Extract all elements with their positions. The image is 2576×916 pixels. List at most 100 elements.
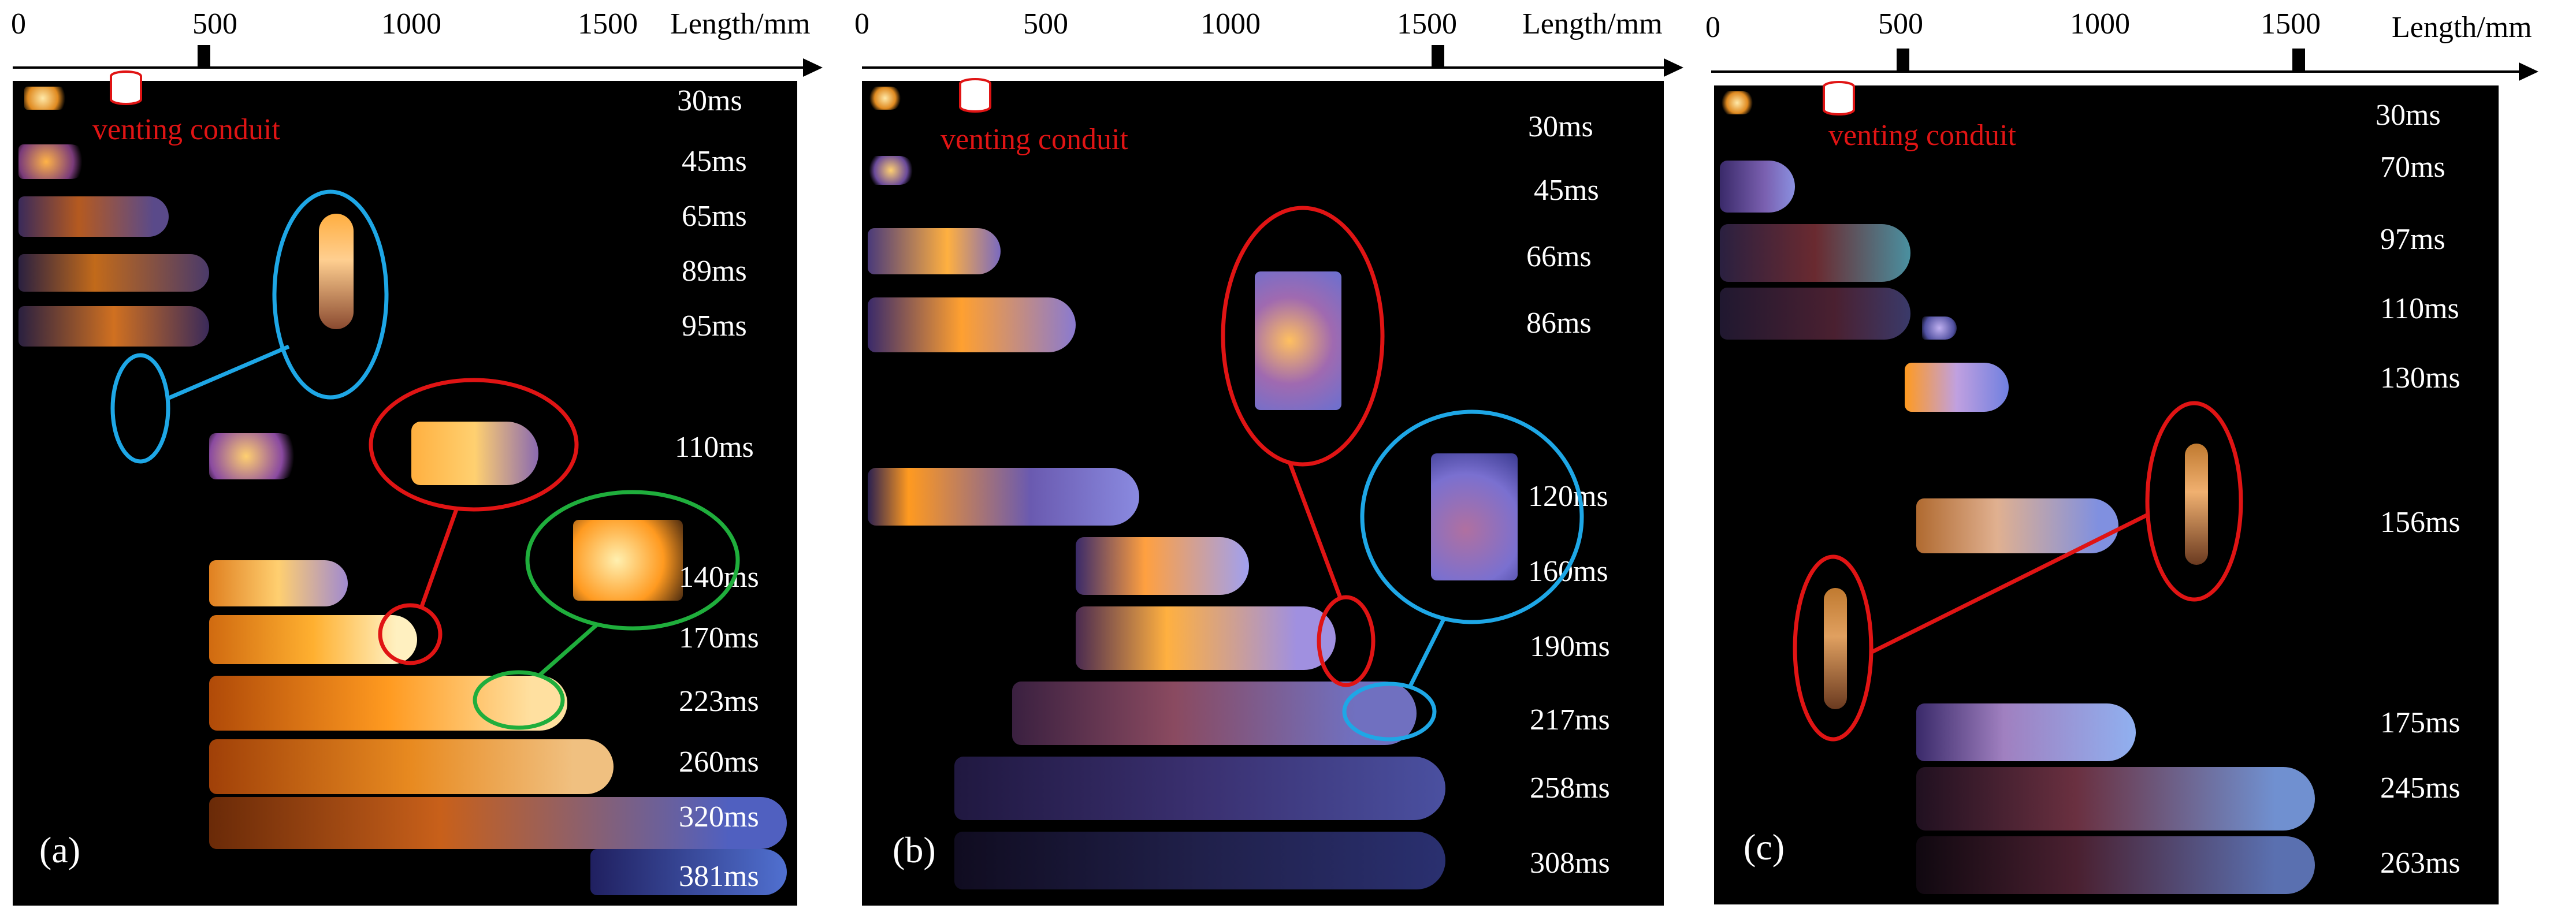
tick-500-c: 500 — [1878, 8, 1923, 40]
axis-title-a: Length/mm — [670, 8, 811, 40]
flame-a-1 — [24, 87, 70, 110]
tick-500-b: 500 — [1023, 8, 1068, 40]
axis-arrow-c — [2519, 62, 2538, 81]
flame-c-6 — [1905, 363, 2009, 412]
highlight-ellipse-c-right — [2145, 401, 2243, 602]
connector-b-blue — [1407, 617, 1447, 688]
time-c-1: 70ms — [2380, 151, 2445, 184]
flame-c-1 — [1720, 91, 1754, 114]
flame-a-3 — [18, 196, 169, 237]
time-a-9: 260ms — [679, 746, 759, 779]
time-b-4: 120ms — [1528, 480, 1608, 513]
flame-c-4 — [1720, 288, 1910, 340]
time-b-0: 30ms — [1528, 110, 1593, 143]
marker-c-2 — [2292, 49, 2305, 72]
highlight-ellipse-a-red-small — [378, 603, 443, 665]
zoom-a-green — [573, 520, 683, 601]
time-c-3: 110ms — [2380, 292, 2459, 325]
venting-conduit-label-a: venting conduit — [92, 113, 280, 146]
panel-label-a: (a) — [39, 829, 81, 870]
length-axis-c — [1711, 70, 2520, 73]
tick-1000-a: 1000 — [381, 8, 441, 40]
highlight-ellipse-c-left — [1793, 554, 1874, 742]
time-b-6: 190ms — [1530, 630, 1610, 663]
time-a-2: 65ms — [682, 200, 747, 233]
flame-b-3 — [868, 228, 1001, 274]
time-c-5: 156ms — [2380, 506, 2460, 539]
time-a-10: 320ms — [679, 800, 759, 833]
highlight-ellipse-b-blue-small — [1342, 682, 1437, 742]
tick-0-a: 0 — [11, 8, 26, 40]
flame-c-2 — [1720, 161, 1795, 213]
time-c-7: 245ms — [2380, 772, 2460, 805]
venting-conduit-label-b: venting conduit — [941, 123, 1128, 156]
flame-c-3 — [1720, 224, 1910, 282]
flame-a-11 — [209, 797, 787, 849]
highlight-ellipse-b-blue-large — [1360, 409, 1584, 624]
time-a-3: 89ms — [682, 255, 747, 288]
time-b-9: 308ms — [1530, 847, 1610, 880]
flame-b-5 — [868, 468, 1139, 526]
time-b-8: 258ms — [1530, 772, 1610, 805]
flame-c-8 — [1916, 703, 2136, 761]
connector-a-blue — [166, 344, 290, 401]
flame-a-5 — [18, 306, 209, 347]
panel-label-c: (c) — [1744, 826, 1785, 867]
tick-0-b: 0 — [854, 8, 869, 40]
axis-title-c: Length/mm — [2392, 11, 2532, 44]
highlight-ellipse-a-red-large — [369, 378, 579, 512]
venting-conduit-icon-c — [1823, 81, 1855, 116]
flame-a-2 — [18, 144, 88, 179]
zoom-c-right — [2185, 444, 2208, 565]
time-b-1: 45ms — [1534, 174, 1599, 207]
time-c-8: 263ms — [2380, 847, 2460, 880]
flame-a-9 — [209, 676, 567, 731]
time-c-0: 30ms — [2376, 99, 2441, 132]
length-axis-a — [13, 66, 804, 69]
axis-arrow-b — [1664, 58, 1683, 77]
time-a-8: 223ms — [679, 685, 759, 718]
time-a-0: 30ms — [677, 84, 742, 117]
highlight-ellipse-b-red-small — [1317, 595, 1376, 687]
tick-1500-a: 1500 — [578, 8, 638, 40]
marker-c-1 — [1897, 49, 1909, 72]
time-a-7: 170ms — [679, 621, 759, 654]
zoom-c-left — [1824, 588, 1847, 709]
tick-1500-c: 1500 — [2261, 8, 2321, 40]
time-a-4: 95ms — [682, 310, 747, 342]
flame-c-9 — [1916, 767, 2315, 831]
flame-a-4 — [18, 254, 209, 292]
flame-b-9 — [954, 757, 1445, 820]
zoom-b-red — [1255, 271, 1341, 410]
connector-a-red — [419, 508, 459, 608]
flame-a-7 — [209, 560, 348, 606]
flame-a-6 — [209, 433, 302, 479]
marker-a — [198, 45, 210, 68]
zoom-a-blue — [319, 214, 354, 329]
tick-0-c: 0 — [1705, 11, 1720, 44]
connector-a-green — [538, 622, 600, 676]
tick-1000-b: 1000 — [1200, 8, 1261, 40]
time-b-3: 86ms — [1526, 307, 1592, 340]
length-axis-b — [862, 66, 1665, 69]
image-panel-b — [862, 81, 1664, 906]
time-c-4: 130ms — [2380, 362, 2460, 394]
time-b-7: 217ms — [1530, 703, 1610, 736]
tick-1500-b: 1500 — [1397, 8, 1457, 40]
venting-conduit-label-c: venting conduit — [1828, 119, 2016, 152]
highlight-ellipse-a-blue-large — [272, 189, 389, 400]
flame-c-5 — [1922, 316, 1957, 340]
highlight-ellipse-a-green-large — [525, 490, 740, 631]
axis-arrow-a — [803, 58, 823, 77]
connector-c — [1869, 512, 2150, 655]
highlight-ellipse-a-blue-small — [110, 353, 170, 464]
time-c-6: 175ms — [2380, 706, 2460, 739]
time-c-2: 97ms — [2380, 223, 2445, 256]
zoom-a-red — [411, 422, 538, 485]
time-b-2: 66ms — [1526, 240, 1592, 273]
panel-label-b: (b) — [893, 829, 936, 870]
flame-c-10 — [1916, 836, 2315, 894]
connector-b-red — [1287, 461, 1343, 599]
axis-title-b: Length/mm — [1522, 8, 1663, 40]
